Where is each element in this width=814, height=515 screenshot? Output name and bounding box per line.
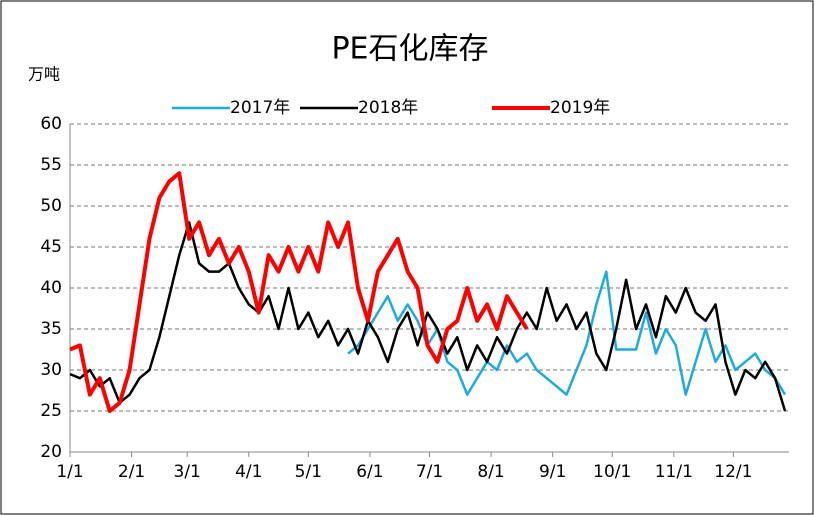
- y-tick-label: 55: [40, 155, 62, 175]
- chart-title: PE石化库存: [331, 32, 488, 67]
- x-tick-label: 5/1: [295, 462, 322, 482]
- x-tick-label: 1/1: [56, 462, 83, 482]
- x-tick-label: 9/1: [539, 462, 566, 482]
- x-tick-label: 11/1: [655, 462, 693, 482]
- y-tick-label: 25: [40, 401, 62, 421]
- y-tick-label: 45: [40, 237, 62, 257]
- y-tick-label: 35: [40, 319, 62, 339]
- x-tick-label: 8/1: [477, 462, 504, 482]
- x-tick-label: 10/1: [593, 462, 631, 482]
- x-tick-label: 6/1: [356, 462, 383, 482]
- legend-label: 2018年: [358, 98, 418, 118]
- y-tick-label: 30: [40, 360, 62, 380]
- x-tick-label: 2/1: [118, 462, 145, 482]
- x-tick-label: 12/1: [714, 462, 752, 482]
- y-axis-label: 万吨: [28, 65, 60, 84]
- x-tick-label: 7/1: [416, 462, 443, 482]
- y-tick-label: 50: [40, 196, 62, 216]
- x-tick-label: 3/1: [174, 462, 201, 482]
- y-tick-label: 60: [40, 114, 62, 134]
- y-tick-label: 20: [40, 442, 62, 462]
- legend-label: 2017年: [230, 98, 290, 118]
- legend-label: 2019年: [550, 98, 610, 118]
- y-tick-label: 40: [40, 278, 62, 298]
- series-line: [347, 270, 787, 396]
- series-line: [69, 171, 529, 413]
- x-tick-label: 4/1: [235, 462, 262, 482]
- series-line: [69, 221, 787, 412]
